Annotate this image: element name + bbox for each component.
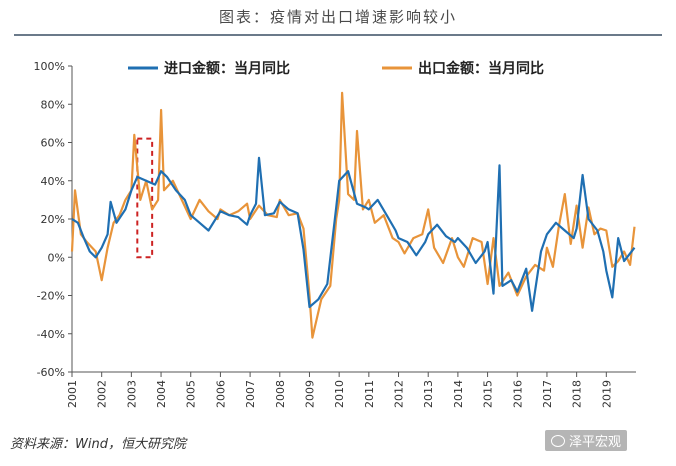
y-tick-label: -60% (37, 366, 65, 379)
line-chart: -60% -40% -20% 0% 20% 40% 60% 80% 100% 2001 2002 20… (34, 60, 636, 408)
x-tick-label: 2018 (571, 380, 584, 408)
x-tick-label: 2012 (393, 380, 406, 408)
watermark: 泽平宏观 (545, 430, 628, 451)
highlight-box (136, 137, 154, 259)
legend-label: 进口金额：当月同比 (164, 60, 290, 77)
legend-import: 进口金额：当月同比 (128, 60, 290, 77)
x-tick-label: 2008 (274, 380, 287, 408)
x-tick-label: 2006 (214, 380, 227, 408)
x-tick-label: 2007 (244, 380, 257, 408)
x-tick-label: 2001 (66, 380, 79, 408)
page-title: 图表：疫情对出口增速影响较小 (218, 8, 457, 26)
legend-label: 出口金额：当月同比 (418, 60, 544, 77)
y-tick-label: -20% (37, 290, 65, 303)
source-note: 资料来源：Wind，恒大研究院 (10, 437, 186, 452)
y-tick-label: 40% (41, 175, 65, 188)
watermark-label: 泽平宏观 (569, 435, 622, 450)
title-divider (14, 34, 662, 36)
y-tick-label: 0% (48, 251, 65, 264)
axis-layer: -60% -40% -20% 0% 20% 40% 60% 80% 100% 2001 2002 20… (34, 60, 636, 408)
x-tick-label: 2017 (541, 380, 554, 408)
x-tick-label: 2016 (511, 380, 524, 408)
import-series-line (71, 156, 636, 312)
legend-export: 出口金额：当月同比 (382, 60, 544, 77)
series-layer (70, 91, 636, 339)
y-tick-label: 100% (34, 60, 65, 73)
x-tick-label: 2004 (155, 380, 168, 408)
y-tick-label: 80% (41, 98, 65, 111)
legend: 进口金额：当月同比 出口金额：当月同比 (128, 60, 544, 77)
x-tick-label: 2005 (185, 380, 198, 408)
export-series-line (70, 91, 636, 339)
x-tick-label: 2003 (125, 380, 138, 408)
x-tick-label: 2014 (452, 380, 465, 408)
x-tick-label: 2002 (96, 380, 109, 408)
x-tick-label: 2019 (600, 380, 613, 408)
wechat-icon (551, 435, 565, 447)
x-tick-label: 2011 (363, 380, 376, 408)
y-tick-label: -40% (37, 328, 65, 341)
x-tick-label: 2013 (422, 380, 435, 408)
x-tick-label: 2009 (303, 380, 316, 408)
y-tick-label: 60% (41, 137, 65, 150)
x-tick-label: 2015 (482, 380, 495, 408)
y-tick-label: 20% (41, 213, 65, 226)
x-tick-label: 2010 (333, 380, 346, 408)
